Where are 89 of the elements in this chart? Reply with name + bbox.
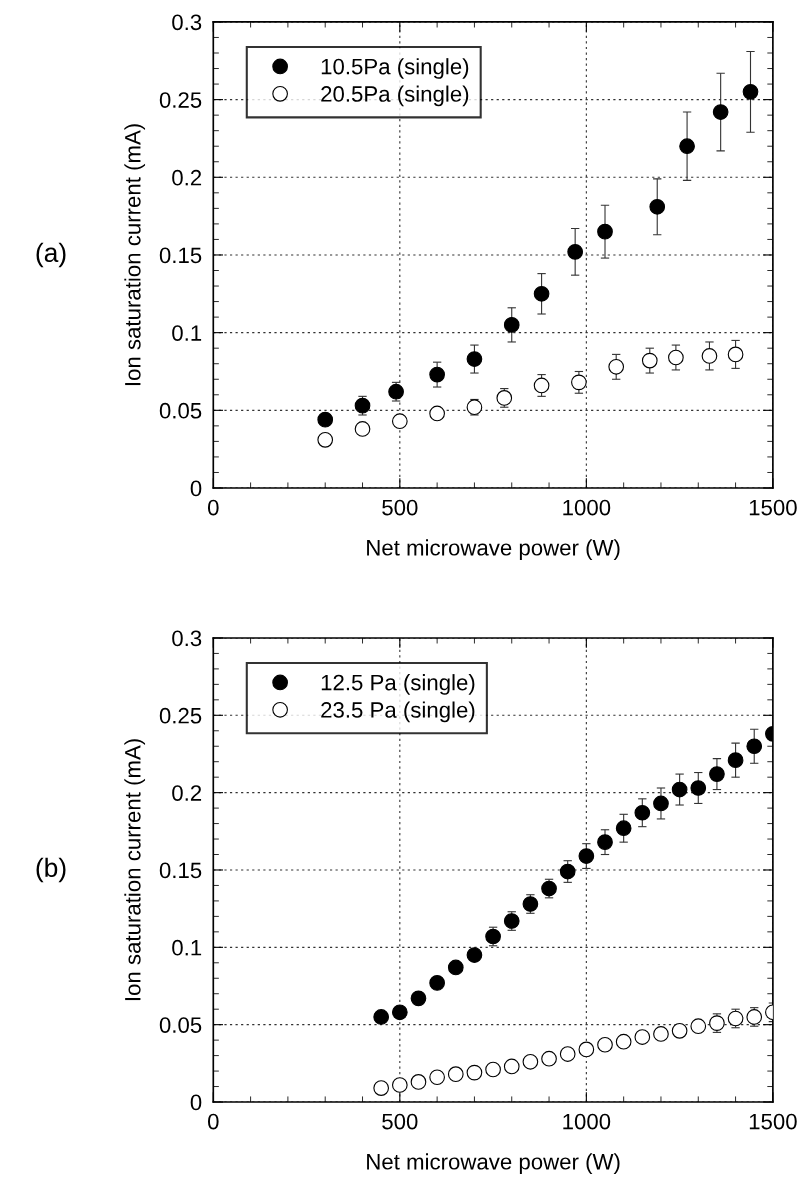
point <box>653 1026 669 1042</box>
point <box>410 990 427 1007</box>
point <box>690 1018 707 1035</box>
point <box>746 1009 763 1025</box>
point <box>597 834 613 850</box>
y-tick-label: 0.2 <box>172 785 202 801</box>
x-tick-label: 1000 <box>563 1113 611 1130</box>
y-tick-label: 0.25 <box>159 707 202 724</box>
point <box>571 374 587 391</box>
text: (b) <box>36 857 66 883</box>
point <box>671 781 688 798</box>
x-tick-label: 500 <box>382 1113 418 1130</box>
point <box>447 959 464 976</box>
x-tick-label: 1500 <box>749 1113 797 1130</box>
point <box>701 348 718 364</box>
point <box>559 1046 576 1062</box>
point <box>373 1009 390 1025</box>
point <box>634 1029 651 1045</box>
x-axis-title: Net microwave power (W) <box>367 539 620 560</box>
point <box>567 244 584 260</box>
point <box>668 349 684 366</box>
point <box>634 804 651 821</box>
y-tick-label: 0.3 <box>172 14 202 31</box>
y-tick-label: 0.1 <box>172 939 202 956</box>
point <box>466 947 483 963</box>
point <box>690 780 707 796</box>
y-axis-title: Ion saturation current (mA) <box>124 739 146 1001</box>
point <box>653 795 669 812</box>
point <box>727 346 744 363</box>
point <box>429 366 445 383</box>
legend-label: 10.5Pa (single) <box>321 58 469 79</box>
point <box>608 358 625 375</box>
point <box>615 1033 632 1050</box>
y-axis-title: Ion saturation current (mA) <box>124 124 146 386</box>
y-tick-label: 0.15 <box>159 247 202 264</box>
point <box>615 820 632 837</box>
legend-label: 20.5Pa (single) <box>321 85 469 107</box>
y-tick-label: 0.05 <box>159 402 202 419</box>
point <box>649 198 666 215</box>
point <box>429 1069 445 1086</box>
x-tick-label: 0 <box>207 1113 219 1130</box>
point <box>466 351 483 367</box>
point <box>742 83 759 100</box>
x-axis-title: Net microwave power (W) <box>367 1153 620 1174</box>
y-tick-label: 0.2 <box>172 169 202 186</box>
legend-label: 12.5 Pa (single) <box>321 674 475 695</box>
point <box>709 766 725 782</box>
x-tick-label: 0 <box>207 499 219 516</box>
point <box>317 431 334 448</box>
point <box>503 317 520 333</box>
y-tick-label: 0 <box>190 480 202 497</box>
point <box>503 1058 520 1075</box>
legend-label: 23.5 Pa (single) <box>321 701 475 723</box>
point <box>429 975 445 991</box>
point <box>429 405 445 422</box>
point <box>578 848 595 864</box>
y-tick-label: 0.25 <box>159 92 202 108</box>
y-tick-label: 0.05 <box>159 1017 202 1033</box>
x-tick-label: 500 <box>382 499 418 516</box>
point <box>485 1061 501 1078</box>
point <box>541 1050 557 1067</box>
point <box>391 413 408 430</box>
point <box>503 913 520 929</box>
text: (a) <box>36 242 66 268</box>
point <box>597 223 613 240</box>
point <box>391 1077 408 1093</box>
point <box>597 1036 613 1053</box>
point <box>679 138 695 155</box>
point <box>533 285 550 302</box>
point <box>317 411 334 428</box>
point <box>641 352 658 369</box>
x-tick-label: 1000 <box>563 499 611 516</box>
y-tick-label: 0.3 <box>172 630 202 647</box>
y-tick-label: 0.1 <box>172 325 202 341</box>
point <box>373 1080 390 1096</box>
point <box>466 1064 483 1081</box>
point <box>671 1023 688 1039</box>
point <box>410 1074 427 1090</box>
point <box>447 1066 464 1083</box>
y-tick-label: 0 <box>190 1094 202 1111</box>
point <box>746 738 763 755</box>
point <box>391 1004 408 1021</box>
point <box>578 1041 595 1058</box>
point <box>727 752 744 769</box>
point <box>712 104 729 120</box>
x-tick-label: 1500 <box>749 499 797 516</box>
point <box>354 421 371 437</box>
y-tick-label: 0.15 <box>159 862 202 879</box>
point <box>522 1053 539 1070</box>
